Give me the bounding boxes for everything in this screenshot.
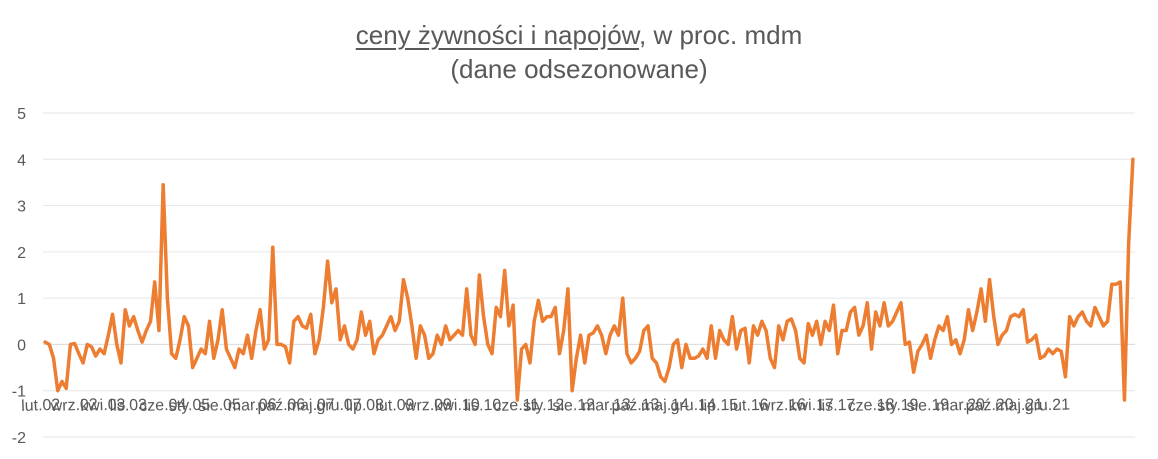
y-tick-label: 0 <box>17 337 26 354</box>
x-axis: lut.02wrz.02kwi.03lis.03cze.04sty.05sie.… <box>21 396 1070 415</box>
x-tick-label: maj.07 <box>287 396 336 415</box>
series-layer <box>43 157 1135 402</box>
x-tick-label: paź.20 <box>965 396 1014 415</box>
x-tick-label: lis.10 <box>464 397 502 415</box>
x-tick-label: lip.08 <box>346 397 385 415</box>
x-tick-label: gru.07 <box>316 396 362 415</box>
x-tick-label: wrz.09 <box>404 396 453 415</box>
y-axis: 5 4 3 2 1 0 -1 -2 <box>12 106 26 447</box>
series-line <box>43 157 1135 402</box>
x-tick-label: wrz.16 <box>758 396 807 415</box>
x-tick-label: sie.19 <box>906 396 949 414</box>
y-tick-label: 2 <box>17 245 26 262</box>
chart-title-rest: , w proc. mdm <box>639 20 803 50</box>
x-tick-label: lut.09 <box>375 397 415 415</box>
x-tick-label: sty.05 <box>168 397 210 415</box>
chart-title-block: ceny żywności i napojów, w proc. mdm (da… <box>0 18 1158 86</box>
x-tick-label: cze.04 <box>139 396 187 415</box>
chart-title: ceny żywności i napojów, w proc. mdm <box>0 18 1158 52</box>
x-tick-label: kwi.03 <box>80 396 126 415</box>
x-tick-label: kwi.10 <box>434 396 480 415</box>
x-tick-label: paź.13 <box>611 396 660 415</box>
chart-title-underlined: ceny żywności i napojów <box>355 20 639 50</box>
x-tick-label: sie.05 <box>198 396 241 414</box>
x-tick-label: sie.12 <box>552 396 595 414</box>
x-tick-label: gru.14 <box>670 396 716 415</box>
y-tick-label: 4 <box>17 152 26 169</box>
x-tick-label: gru.21 <box>1024 396 1070 415</box>
gridlines <box>43 112 1135 438</box>
x-tick-label: sty.12 <box>523 397 565 415</box>
x-tick-label: wrz.02 <box>49 396 98 415</box>
x-tick-label: kwi.17 <box>788 396 834 415</box>
x-tick-label: maj.21 <box>995 396 1044 415</box>
x-tick-label: paź.06 <box>257 396 306 415</box>
x-tick-label: mar.06 <box>227 396 277 415</box>
y-tick-label: 1 <box>17 291 26 308</box>
x-tick-label: lut.16 <box>729 397 769 415</box>
y-tick-label: -1 <box>12 384 26 401</box>
x-tick-label: cze.11 <box>493 396 540 415</box>
x-tick-label: lip.15 <box>700 397 739 415</box>
x-tick-label: cze.18 <box>847 396 895 415</box>
x-tick-label: maj.14 <box>641 396 690 415</box>
x-tick-label: sty.19 <box>877 397 919 415</box>
x-tick-label: mar.13 <box>582 396 632 415</box>
x-tick-label: lis.17 <box>818 397 856 415</box>
y-tick-label: -2 <box>12 430 26 447</box>
chart-subtitle: (dane odsezonowane) <box>450 54 708 84</box>
x-tick-label: mar.20 <box>936 396 986 415</box>
y-tick-label: 5 <box>17 106 26 123</box>
x-tick-label: lut.02 <box>21 397 61 415</box>
x-tick-label: lis.03 <box>109 397 147 415</box>
y-tick-label: 3 <box>17 199 26 216</box>
